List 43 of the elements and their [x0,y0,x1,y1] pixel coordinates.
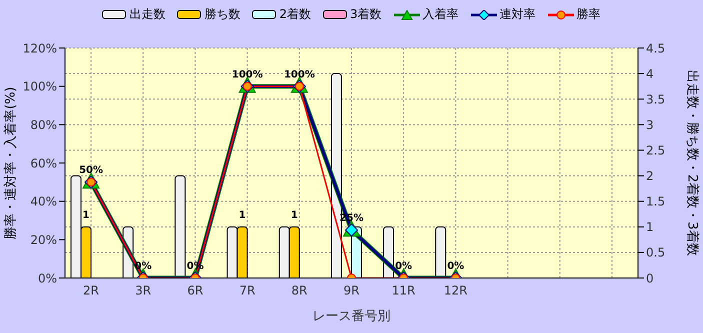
y2-tick-label: 3.5 [646,92,666,106]
legend-label: 連対率 [498,6,536,23]
y-tick-label: 20% [30,232,57,247]
y-axis-title: 勝率・連対率・入着率(%) [2,86,19,240]
x-tick-label: 3R [135,284,152,298]
legend-label: 3着数 [349,6,382,23]
data-label: 0% [395,261,412,272]
data-label: 0% [447,261,464,272]
y2-axis-title: 出走数・勝ち数・2着数・3着数 [684,70,700,256]
x-tick-label: 7R [239,284,256,298]
y2-tick-label: 1 [646,220,654,234]
y-tick-label: 60% [30,156,57,170]
data-label: 1 [290,210,298,221]
x-tick-label: 9R [344,284,360,298]
y-tick-label: 40% [30,194,57,209]
y2-tick-label: 3 [646,118,654,132]
y2-tick-label: 4.5 [646,41,666,56]
x-tick-label: 11R [392,284,416,298]
y2-tick-label: 4 [646,66,654,81]
y2-tick-label: 2.5 [646,143,666,158]
y2-tick-label: 2 [646,169,654,184]
x-tick-label: 8R [291,284,308,298]
legend-label: 出走数 [128,6,166,23]
data-label: 50% [79,165,104,176]
data-label: 1 [238,210,246,221]
legend-label: 2着数 [278,6,311,23]
data-label: 100% [284,69,315,80]
y-tick-label: 100% [22,80,57,94]
legend-label: 勝ち数 [203,6,240,23]
legend-label: 入着率 [422,6,459,23]
data-label: 1 [82,210,90,221]
x-axis-title: レース番号別 [312,309,390,324]
y-tick-label: 0% [38,271,57,286]
y-tick-label: 80% [30,118,57,132]
data-label: 100% [232,69,263,80]
x-tick-label: 12R [444,284,468,298]
x-tick-label: 6R [187,284,204,298]
legend-label: 勝率 [576,6,601,23]
y2-tick-label: 1.5 [646,194,666,209]
x-tick-label: 2R [83,284,100,298]
y-tick-label: 120% [22,41,57,56]
y2-tick-label: 0 [646,271,654,286]
y2-tick-label: 0.5 [646,246,666,260]
